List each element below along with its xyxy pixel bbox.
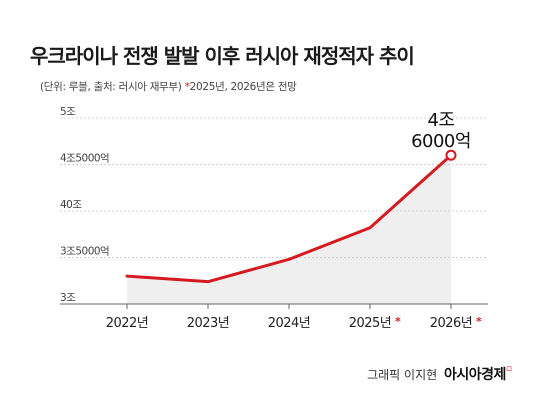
y-tick-label: 3조5000억 [60,246,109,258]
series-line [125,153,453,284]
y-tick-label: 4조5000억 [60,153,109,165]
x-tick-label: 2026년 [430,316,473,331]
y-tick-label: 5조 [60,106,76,118]
x-tick-label: 2024년 [268,316,311,331]
annotation-label-line1: 4조 [427,110,454,131]
unit-note: (단위: 루블, 출처: 러시아 재무부) [40,81,182,93]
credit: 그래픽 이지현 아시아경제▫ [367,364,512,384]
credit-text: 그래픽 이지현 [367,368,438,382]
brand-mark-icon: ▫ [505,364,512,374]
x-tick-label: 2023년 [187,316,230,331]
data-point-marker [445,149,457,161]
forecast-mark: * [184,81,190,93]
forecast-marker: * [395,315,401,328]
y-tick-label: 3조 [60,292,76,304]
x-tick-label: 2025년 [349,316,392,331]
area-fill [127,155,451,304]
forecast-note: 2025년, 2026년은 전망 [189,81,297,93]
y-tick-label: 40조 [60,199,82,211]
chart-subtitle: (단위: 루블, 출처: 러시아 재무부) *2025년, 2026년은 전망 [40,79,297,94]
brand-logo: 아시아경제 [443,367,506,383]
x-tick-label: 2022년 [106,316,149,331]
forecast-marker: * [476,315,482,328]
chart-title: 우크라이나 전쟁 발발 이후 러시아 재정적자 추이 [30,44,415,68]
annotation-label-line2: 6000억 [411,131,471,152]
